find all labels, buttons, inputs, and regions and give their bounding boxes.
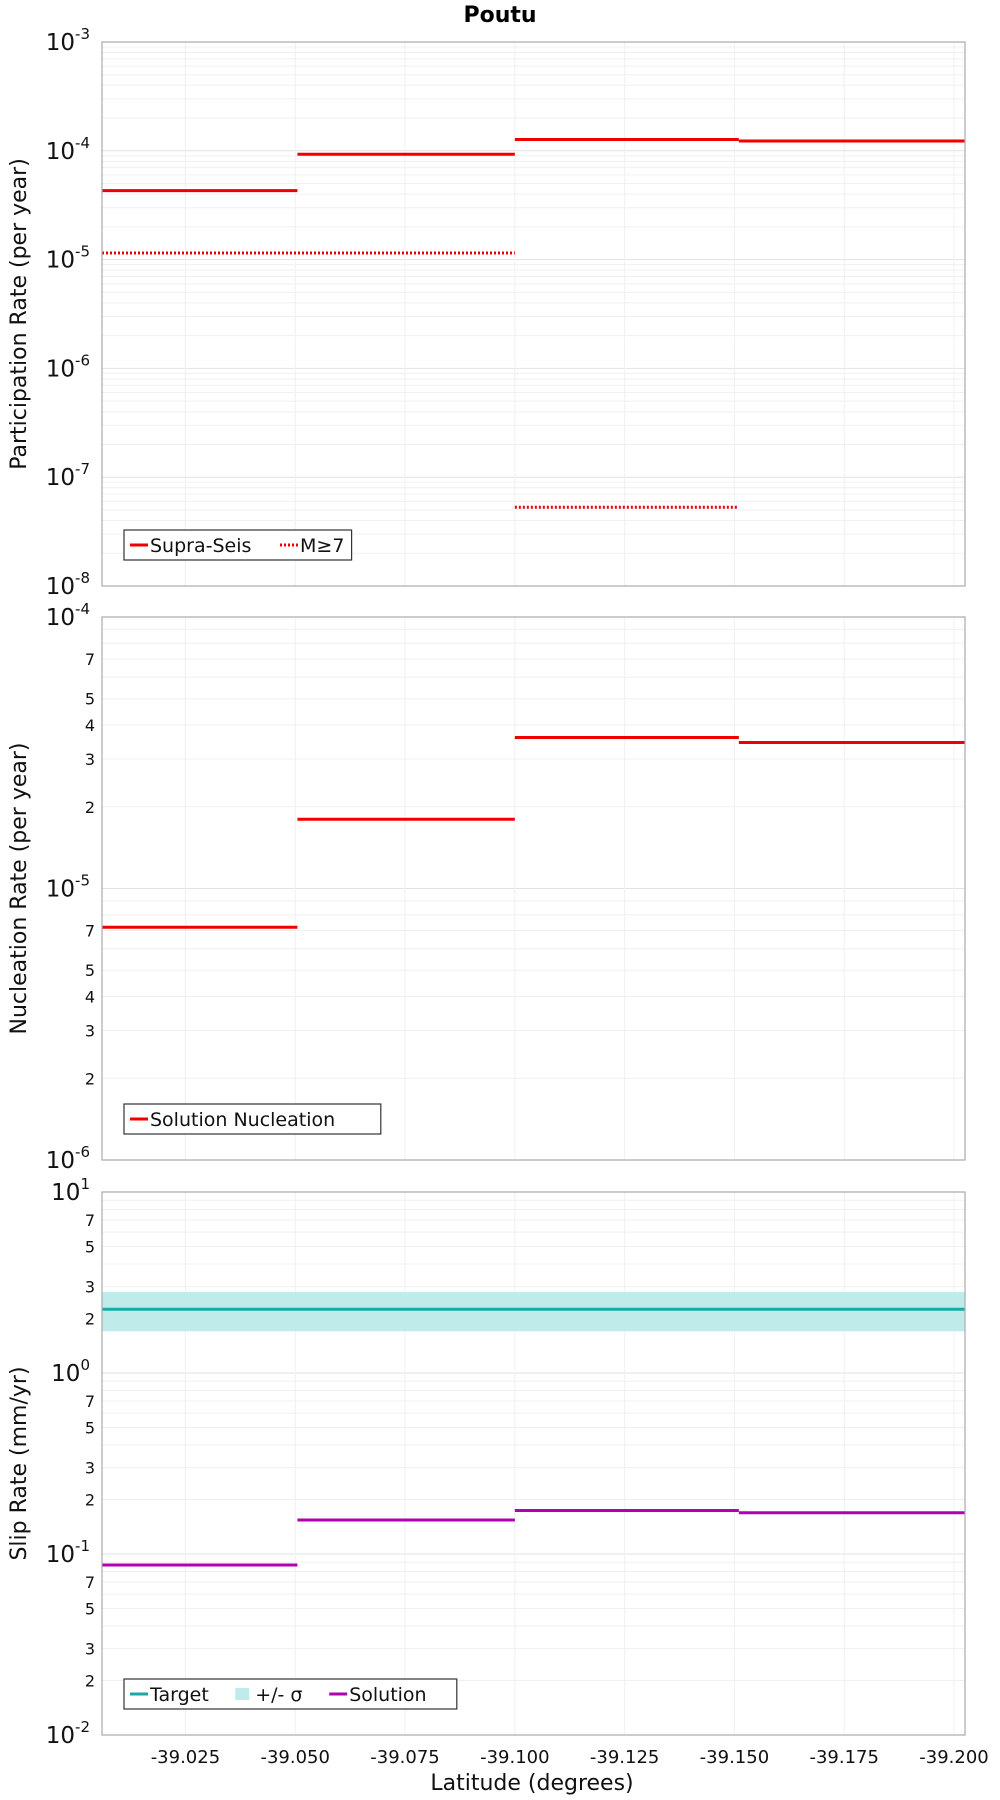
legend-box xyxy=(123,1103,382,1135)
y-minor-tick-label: 2 xyxy=(85,798,95,817)
plot-frame xyxy=(101,1191,966,1736)
y-minor-tick-label: 2 xyxy=(85,1069,95,1088)
legend: Target +/- σ Solution xyxy=(123,1678,458,1710)
y-tick-label: 10-4 xyxy=(46,134,90,165)
y-minor-tick-label: 2 xyxy=(85,1672,95,1691)
y-minor-tick-label: 5 xyxy=(85,1237,95,1256)
y-minor-tick-label: 7 xyxy=(85,1573,95,1592)
y-minor-tick-label: 7 xyxy=(85,1211,95,1230)
y-minor-tick-label: 2 xyxy=(85,1310,95,1329)
y-minor-tick-label: 3 xyxy=(85,1278,95,1297)
legend-label: Supra-Seis xyxy=(150,535,251,557)
legend: Supra-Seis M≥7 xyxy=(123,529,353,561)
y-minor-tick-label: 3 xyxy=(85,1640,95,1659)
legend-label: +/- σ xyxy=(255,1684,302,1706)
legend: Solution Nucleation xyxy=(123,1103,382,1135)
uncertainty-band xyxy=(102,1292,965,1332)
y-tick-label: 10-2 xyxy=(46,1718,90,1749)
y-minor-tick-label: 2 xyxy=(85,1491,95,1510)
y-tick-label: 10-6 xyxy=(46,351,90,382)
x-tick-label: -39.050 xyxy=(260,1747,329,1768)
y-minor-tick-label: 7 xyxy=(85,650,95,669)
y-axis-label: Participation Rate (per year) xyxy=(7,158,32,470)
y-tick-label: 10-7 xyxy=(46,460,90,491)
y-minor-tick-label: 3 xyxy=(85,1021,95,1040)
y-tick-label: 10-1 xyxy=(46,1537,90,1568)
panel-3: 10-2 10-1 100 101 2 3 5 7 2 3 5 7 2 3 5 7 Slip Rate (mm/… xyxy=(7,1175,966,1749)
x-tick-label: -39.125 xyxy=(590,1747,659,1768)
y-minor-tick-label: 4 xyxy=(85,716,95,735)
y-tick-label: 101 xyxy=(51,1175,90,1206)
x-tick-label: -39.075 xyxy=(370,1747,439,1768)
y-minor-tick-label: 5 xyxy=(85,1418,95,1437)
x-tick-label: -39.175 xyxy=(809,1747,878,1768)
plot-frame xyxy=(101,616,966,1161)
y-axis-label: Nucleation Rate (per year) xyxy=(7,743,32,1035)
x-tick-label: -39.100 xyxy=(480,1747,549,1768)
y-tick-label: 10-4 xyxy=(46,600,90,631)
legend-swatch xyxy=(235,1688,250,1700)
chart-title: Poutu xyxy=(463,3,536,28)
y-minor-tick-label: 5 xyxy=(85,1599,95,1618)
y-minor-tick-label: 4 xyxy=(85,988,95,1007)
x-tick-label: -39.025 xyxy=(151,1747,220,1768)
y-tick-label: 100 xyxy=(51,1356,90,1387)
y-tick-label: 10-3 xyxy=(46,25,90,56)
x-tick-label: -39.150 xyxy=(700,1747,769,1768)
legend-box xyxy=(123,529,353,561)
y-tick-label: 10-8 xyxy=(46,569,90,600)
y-minor-tick-label: 5 xyxy=(85,961,95,980)
panels: 10-8 10-7 10-6 10-5 10-4 10-3 Participation Ra… xyxy=(7,25,989,1768)
y-minor-tick-label: 7 xyxy=(85,1392,95,1411)
y-minor-tick-label: 3 xyxy=(85,1459,95,1478)
y-minor-tick-label: 3 xyxy=(85,750,95,769)
y-tick-label: 10-6 xyxy=(46,1143,90,1174)
legend-label: Target xyxy=(149,1684,209,1706)
y-minor-tick-label: 5 xyxy=(85,690,95,709)
legend-label: Solution xyxy=(349,1684,426,1706)
legend-label: Solution Nucleation xyxy=(150,1109,335,1131)
legend-label: M≥7 xyxy=(300,535,344,557)
plot-frame xyxy=(101,41,966,587)
y-tick-label: 10-5 xyxy=(46,243,90,274)
x-tick-label: -39.200 xyxy=(919,1747,988,1768)
x-axis-label: Latitude (degrees) xyxy=(430,1771,633,1796)
legend-box xyxy=(123,1678,458,1710)
panel-2: 10-6 10-5 10-4 2 3 4 5 7 2 3 4 5 7 Nucleation Rate (p… xyxy=(7,600,966,1174)
y-minor-tick-label: 7 xyxy=(85,922,95,941)
y-tick-label: 10-5 xyxy=(46,872,90,903)
y-axis-label: Slip Rate (mm/yr) xyxy=(7,1366,32,1560)
panel-1: 10-8 10-7 10-6 10-5 10-4 10-3 Participation Ra… xyxy=(7,25,966,600)
